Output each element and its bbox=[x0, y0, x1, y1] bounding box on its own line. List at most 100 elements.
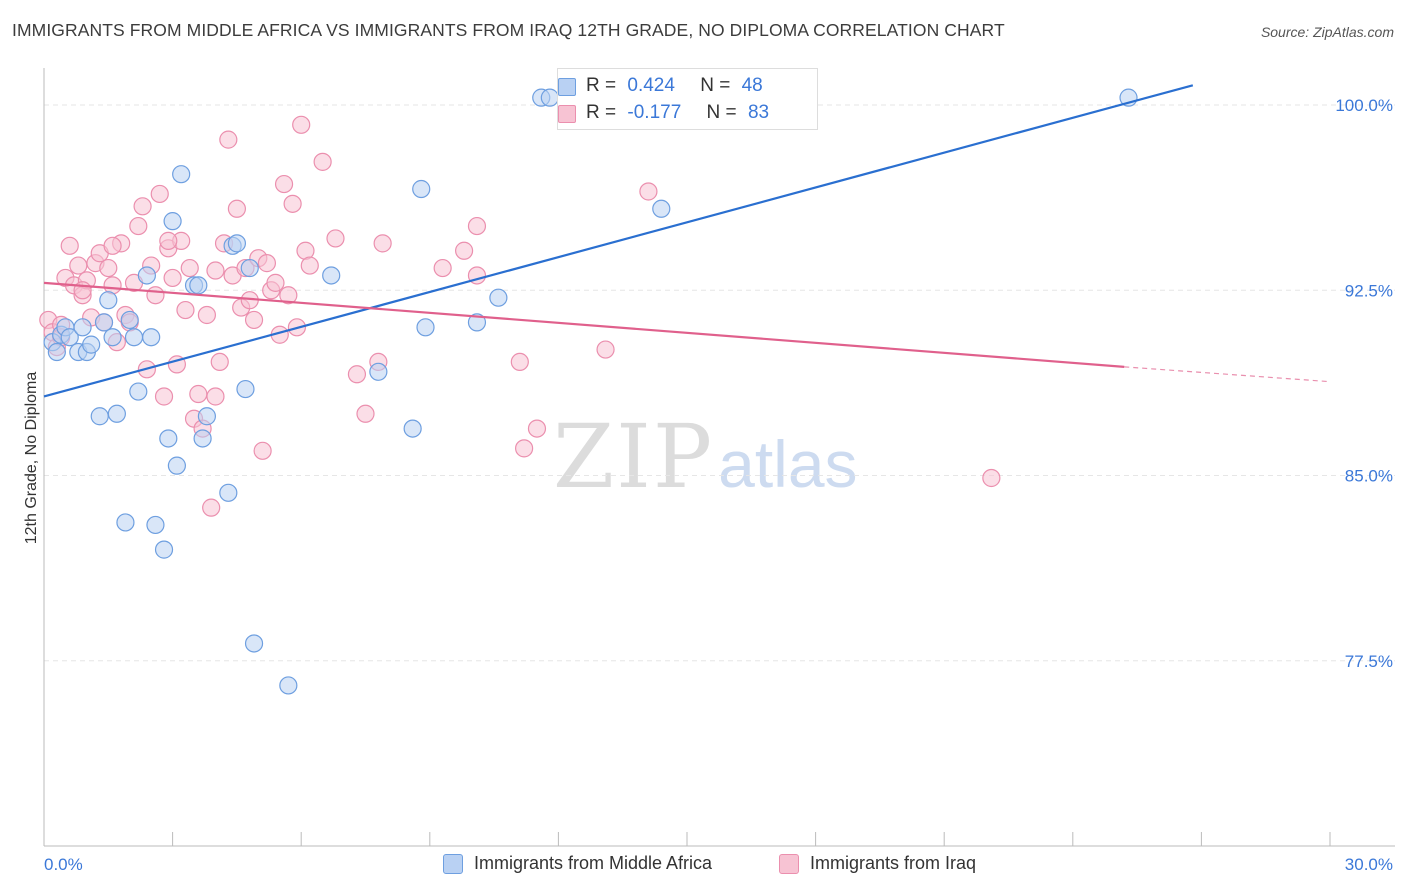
iraq-point bbox=[515, 439, 534, 458]
middle-africa-point bbox=[60, 328, 79, 347]
middle-africa-point bbox=[90, 407, 109, 426]
iraq-point bbox=[283, 194, 302, 213]
middle-africa-point bbox=[244, 634, 264, 653]
iraq-point bbox=[180, 258, 199, 278]
middle-africa-point bbox=[416, 318, 435, 337]
series-legend-swatch-pink bbox=[779, 854, 799, 874]
middle-africa-point bbox=[142, 328, 161, 347]
iraq-point bbox=[253, 441, 272, 460]
middle-africa-point bbox=[103, 328, 122, 347]
middle-africa-point bbox=[73, 318, 92, 337]
iraq-point bbox=[347, 365, 367, 384]
iraq-point bbox=[373, 234, 392, 253]
iraq-point bbox=[159, 231, 178, 250]
middle-africa-point bbox=[82, 335, 101, 354]
iraq-point bbox=[150, 184, 169, 204]
middle-africa-point bbox=[172, 165, 191, 184]
iraq-point bbox=[163, 268, 182, 288]
middle-africa-point bbox=[107, 404, 126, 423]
iraq-point bbox=[103, 236, 122, 255]
middle-africa-point bbox=[189, 276, 208, 295]
iraq-point bbox=[189, 384, 208, 404]
middle-africa-points bbox=[43, 88, 1138, 695]
middle-africa-point bbox=[163, 212, 182, 231]
legend-n-label: N = bbox=[706, 102, 737, 123]
middle-africa-point bbox=[236, 379, 255, 399]
middle-africa-point bbox=[193, 429, 212, 448]
iraq-point bbox=[206, 387, 225, 406]
iraq-point bbox=[227, 199, 246, 218]
iraq-point bbox=[146, 286, 165, 305]
legend-n-value: 83 bbox=[747, 102, 770, 123]
chart-title: IMMIGRANTS FROM MIDDLE AFRICA VS IMMIGRA… bbox=[12, 20, 1005, 40]
iraq-point bbox=[197, 305, 216, 325]
middle-africa-point bbox=[489, 288, 508, 307]
source-credit: Source: ZipAtlas.com bbox=[1260, 24, 1394, 40]
series-legend: Immigrants from Middle Africa Immigrants… bbox=[0, 851, 1406, 879]
legend-r-value: -0.177 bbox=[627, 102, 682, 123]
trend-lines bbox=[43, 84, 1331, 398]
y-axis-label: 12th Grade, No Diploma bbox=[23, 372, 40, 545]
middle-africa-point bbox=[240, 258, 259, 278]
iraq-point bbox=[982, 468, 1001, 488]
iraq-point bbox=[510, 352, 529, 372]
y-tick-label: 92.5% bbox=[1345, 281, 1393, 300]
axes bbox=[43, 68, 1395, 847]
iraq-point bbox=[639, 182, 658, 201]
iraq-point bbox=[454, 241, 474, 260]
legend-swatch-pink bbox=[558, 105, 576, 123]
middle-africa-point bbox=[159, 429, 178, 448]
middle-africa-point bbox=[129, 382, 148, 401]
iraq-point bbox=[69, 256, 88, 275]
middle-africa-trend-line bbox=[43, 84, 1194, 398]
x-tick-label: 0.0% bbox=[44, 855, 83, 874]
iraq-trend-line bbox=[43, 281, 1125, 368]
x-tick-label: 30.0% bbox=[1345, 855, 1393, 874]
middle-africa-point bbox=[540, 88, 559, 107]
middle-africa-point bbox=[120, 310, 139, 330]
iraq-point bbox=[292, 115, 311, 134]
iraq-point bbox=[274, 174, 294, 194]
iraq-point bbox=[99, 258, 118, 278]
middle-africa-point bbox=[227, 234, 246, 253]
iraq-point bbox=[467, 216, 487, 236]
iraq-point bbox=[313, 152, 332, 171]
middle-africa-point bbox=[197, 407, 216, 426]
middle-africa-point bbox=[94, 313, 114, 332]
middle-africa-point bbox=[167, 456, 186, 475]
series-legend-iraq: Immigrants from Iraq bbox=[810, 853, 977, 873]
legend-r-label: R = bbox=[586, 102, 617, 123]
middle-africa-point bbox=[99, 291, 118, 310]
legend-row-iraq: R = -0.177 N = 83 bbox=[558, 102, 770, 124]
middle-africa-point bbox=[467, 313, 487, 332]
legend-r-label: R = bbox=[586, 75, 617, 96]
iraq-point bbox=[129, 216, 148, 236]
y-tick-label: 85.0% bbox=[1345, 467, 1393, 486]
middle-africa-point bbox=[412, 179, 431, 199]
iraq-point bbox=[244, 310, 264, 330]
iraq-point bbox=[206, 261, 225, 280]
series-legend-middle-africa: Immigrants from Middle Africa bbox=[474, 853, 713, 873]
middle-africa-point bbox=[116, 513, 135, 532]
legend-n-value: 48 bbox=[741, 75, 763, 96]
iraq-point bbox=[356, 404, 375, 423]
iraq-point bbox=[433, 258, 452, 278]
middle-africa-point bbox=[403, 419, 422, 438]
iraq-trend-extension bbox=[1124, 366, 1331, 383]
iraq-point bbox=[133, 197, 152, 216]
iraq-point bbox=[266, 273, 285, 292]
iraq-point bbox=[154, 387, 174, 406]
legend-r-value: 0.424 bbox=[627, 75, 675, 96]
iraq-point bbox=[326, 229, 345, 248]
iraq-point bbox=[210, 352, 229, 372]
legend-swatch-blue bbox=[558, 78, 576, 96]
watermark-atlas: atlas bbox=[718, 427, 858, 501]
middle-africa-point bbox=[47, 342, 66, 362]
watermark-zip: ZIP bbox=[553, 405, 715, 508]
iraq-point bbox=[257, 254, 277, 273]
middle-africa-point bbox=[279, 676, 298, 695]
iraq-point bbox=[279, 286, 298, 305]
watermark: ZIPatlas bbox=[553, 405, 858, 508]
legend-n-label: N = bbox=[700, 75, 731, 96]
